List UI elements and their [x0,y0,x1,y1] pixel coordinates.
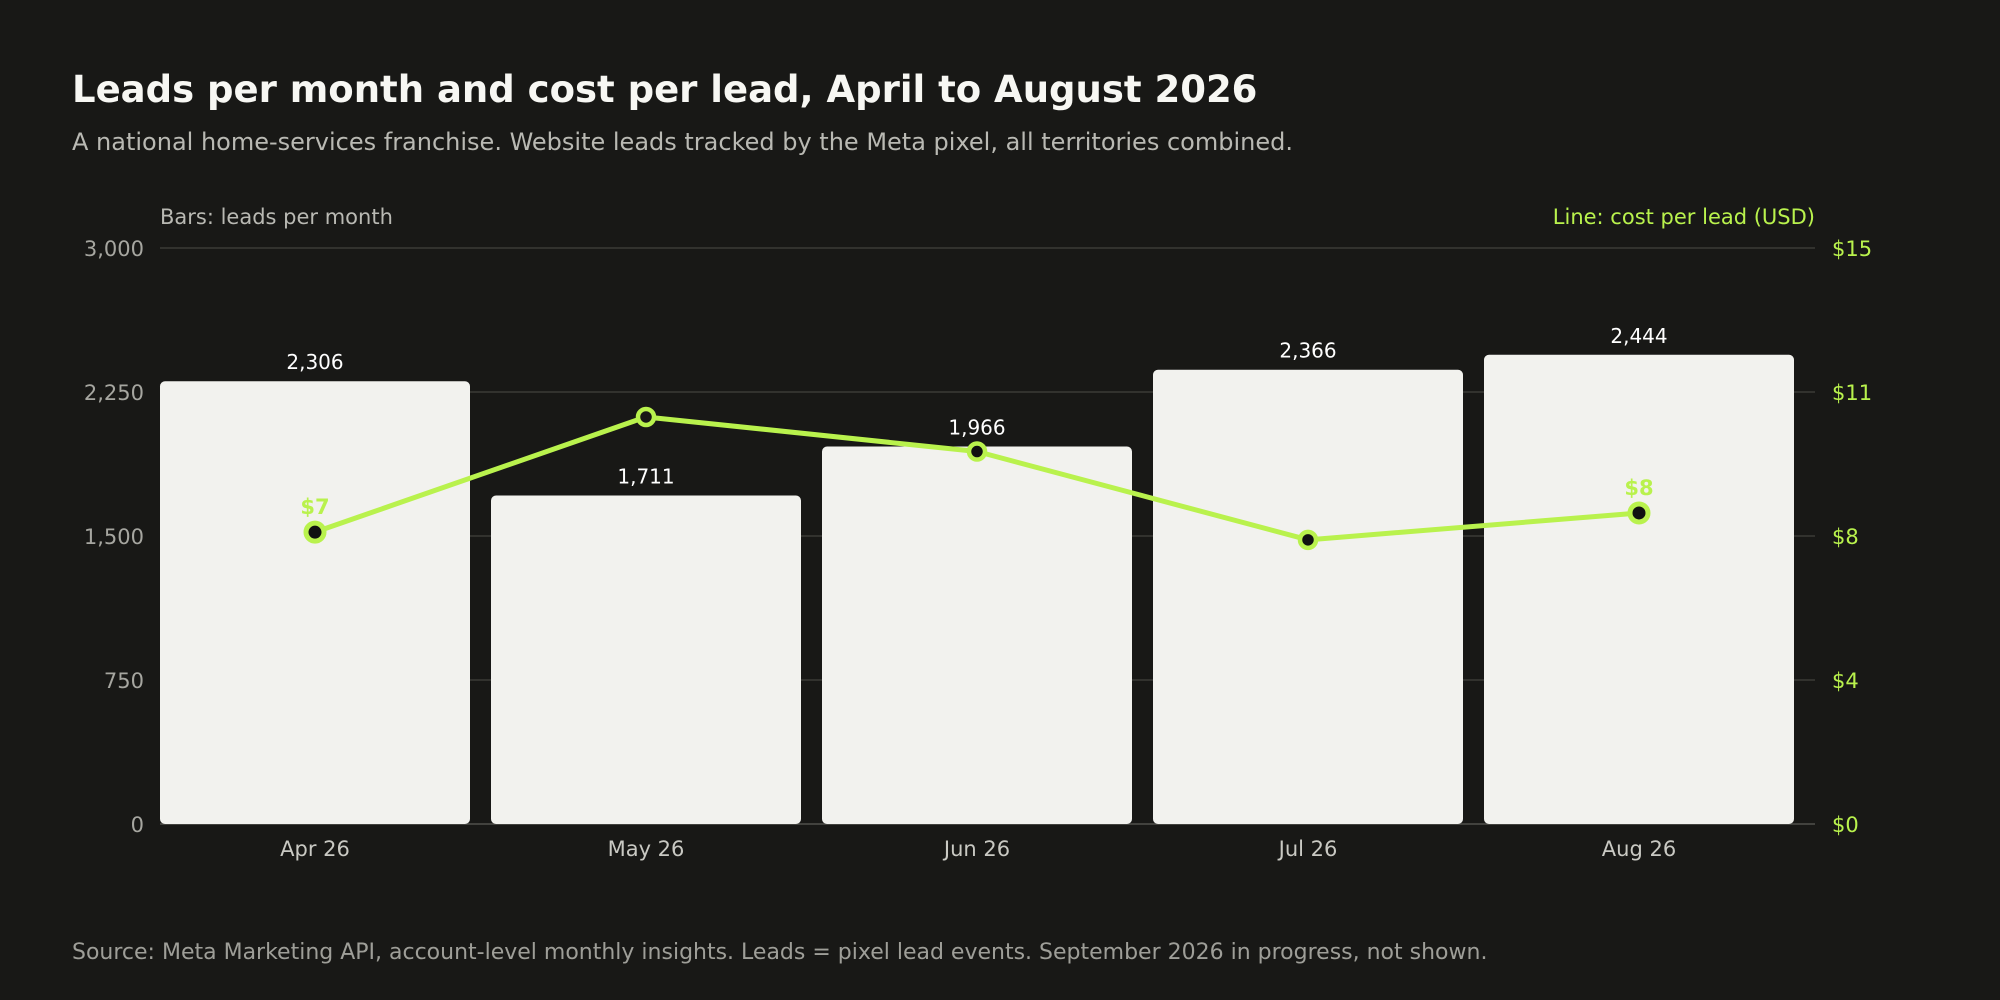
left-tick-label: 0 [131,813,144,837]
right-tick-label: $4 [1832,669,1859,693]
cost-point-label: $8 [1624,476,1653,500]
left-tick-label: 1,500 [84,525,144,549]
left-tick-label: 3,000 [84,237,144,261]
bar-value-labels: 2,306 1,711 1,966 2,366 2,444 [286,324,1667,489]
bar-value-label: 2,366 [1279,339,1336,363]
bars [160,354,1794,824]
bar [822,446,1132,824]
right-tick-label: $8 [1832,525,1859,549]
bar [1484,354,1794,824]
category-label: Jun 26 [942,837,1010,861]
cost-line: $7 $8 [300,406,1654,551]
cost-point-label: $7 [300,495,329,519]
category-label: Aug 26 [1602,837,1676,861]
left-tick-label: 2,250 [84,381,144,405]
axes: 0 750 1,500 2,250 3,000 $0 $4 $8 $11 $15 Bars: lea… [84,205,1872,861]
cost-point [1627,501,1651,525]
cost-point [966,441,988,462]
cost-point [1297,529,1319,551]
chart-title: Leads per month and cost per lead, April… [72,68,1258,111]
category-label: Apr 26 [280,837,350,861]
right-tick-label: $11 [1832,381,1872,405]
category-label: Jul 26 [1277,837,1338,861]
bar [491,495,801,824]
cost-point [303,520,327,544]
cost-point [635,406,657,428]
left-tick-label: 750 [104,669,144,693]
bar-value-label: 1,966 [948,416,1005,440]
source-note: Source: Meta Marketing API, account-leve… [72,940,1488,965]
category-label: May 26 [608,837,685,861]
bar [1153,369,1463,824]
bar-value-label: 2,444 [1610,324,1667,348]
bar [160,381,470,824]
bar-value-label: 2,306 [286,350,343,374]
right-tick-label: $15 [1832,237,1872,261]
bar-value-label: 1,711 [617,464,674,488]
chart-subtitle: A national home-services franchise. Webs… [72,128,1293,156]
left-axis-label: Bars: leads per month [160,205,393,229]
right-axis-label: Line: cost per lead (USD) [1553,205,1815,229]
right-tick-label: $0 [1832,813,1859,837]
